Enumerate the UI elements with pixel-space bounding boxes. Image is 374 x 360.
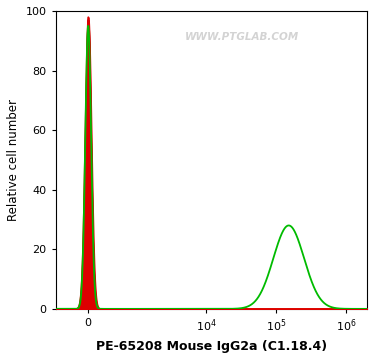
Text: WWW.PTGLAB.COM: WWW.PTGLAB.COM <box>186 32 300 42</box>
X-axis label: PE-65208 Mouse IgG2a (C1.18.4): PE-65208 Mouse IgG2a (C1.18.4) <box>96 340 327 353</box>
Y-axis label: Relative cell number: Relative cell number <box>7 99 20 221</box>
